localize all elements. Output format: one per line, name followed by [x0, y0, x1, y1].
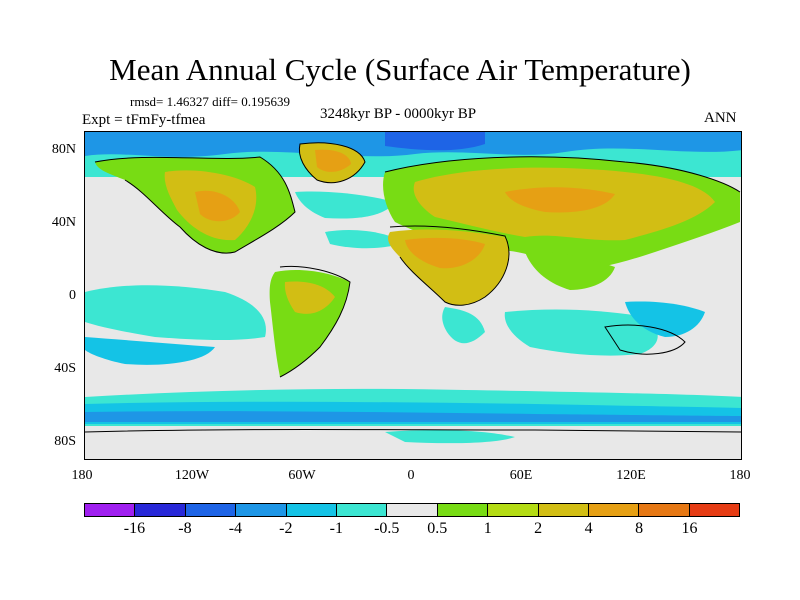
colorbar-label: -16 — [123, 520, 146, 537]
x-tick-label: 120E — [616, 468, 646, 483]
period-label: 3248kyr BP - 0000kyr BP — [320, 106, 477, 122]
colorbar-label: 4 — [584, 520, 593, 537]
x-tick-label: 0 — [407, 468, 415, 483]
experiment-label: Expt = tFmFy-tfmea — [82, 112, 206, 128]
y-tick-label: 0 — [69, 288, 76, 303]
x-tick-label: 120W — [174, 468, 210, 483]
colorbar-label: 2 — [534, 520, 543, 537]
colorbar-label: -4 — [228, 520, 243, 537]
stats-line: rmsd= 1.46327 diff= 0.195639 — [130, 94, 290, 109]
colorbar-swatch — [638, 503, 690, 517]
y-tick-label: 80S — [54, 434, 76, 449]
season-label: ANN — [704, 110, 737, 126]
colorbar-label: 1 — [483, 520, 492, 537]
colorbar-swatch — [335, 503, 388, 517]
x-tick-label: 60W — [288, 468, 316, 483]
colorbar-swatch — [587, 503, 640, 517]
colorbar-label: 0.5 — [427, 520, 448, 537]
y-tick-label: 80N — [51, 142, 76, 157]
colorbar-swatch — [436, 503, 489, 517]
colorbar-label: -1 — [329, 520, 343, 537]
colorbar-swatch — [386, 503, 438, 517]
colorbar-swatch — [84, 503, 136, 517]
colorbar-swatch — [688, 503, 741, 517]
colorbar-label: 16 — [681, 520, 698, 537]
colorbar-swatch — [537, 503, 589, 517]
plot-title: Mean Annual Cycle (Surface Air Temperatu… — [109, 52, 691, 87]
colorbar — [84, 503, 741, 517]
colorbar-swatch — [285, 503, 337, 517]
x-tick-label: 180 — [71, 468, 93, 483]
colorbar-swatch — [184, 503, 237, 517]
x-tick-label: 180 — [729, 468, 751, 483]
colorbar-label: -0.5 — [374, 520, 400, 537]
colorbar-swatch — [487, 503, 539, 517]
colorbar-swatch — [134, 503, 186, 517]
colorbar-swatch — [235, 503, 287, 517]
temperature-anomaly-map — [84, 131, 742, 460]
colorbar-label: -2 — [279, 520, 293, 537]
x-tick-label: 60E — [509, 468, 533, 483]
y-tick-label: 40N — [51, 215, 76, 230]
colorbar-label: -8 — [178, 520, 192, 537]
y-tick-label: 40S — [54, 361, 76, 376]
colorbar-label: 8 — [635, 520, 644, 537]
